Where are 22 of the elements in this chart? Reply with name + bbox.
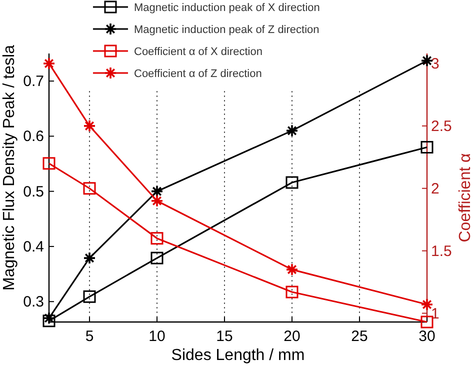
x-tick-label: 30 <box>418 328 436 345</box>
y2-tick-label: 1.5 <box>431 242 452 260</box>
legend-label: Coefficient α of X direction <box>134 46 262 58</box>
y-tick-label: 0.6 <box>23 128 44 146</box>
x-tick-label: 15 <box>216 328 233 345</box>
y2-tick-label: 2 <box>431 180 440 198</box>
y2-tick-label: 3 <box>431 55 440 72</box>
x-tick-label: 10 <box>148 328 166 345</box>
y-tick-label: 0.4 <box>23 238 44 256</box>
x-tick-label: 5 <box>85 328 94 345</box>
legend-label: Coefficient α of Z direction <box>134 68 262 80</box>
y-tick-label: 0.7 <box>23 73 44 90</box>
y-tick-label: 0.5 <box>23 183 44 200</box>
y-tick-label: 0.3 <box>23 294 44 311</box>
legend-label: Magnetic induction peak of X direction <box>134 2 320 14</box>
y-axis-title: Magnetic Flux Density Peak / tesla <box>1 44 18 290</box>
x-tick-label: 20 <box>284 328 300 345</box>
y2-tick-label: 2.5 <box>431 118 452 135</box>
x-axis-title: Sides Length / mm <box>171 347 305 364</box>
legend-label: Magnetic induction peak of Z direction <box>134 24 320 36</box>
y2-axis-title: Coefficient α <box>457 153 474 242</box>
x-tick-label: 25 <box>351 328 368 345</box>
